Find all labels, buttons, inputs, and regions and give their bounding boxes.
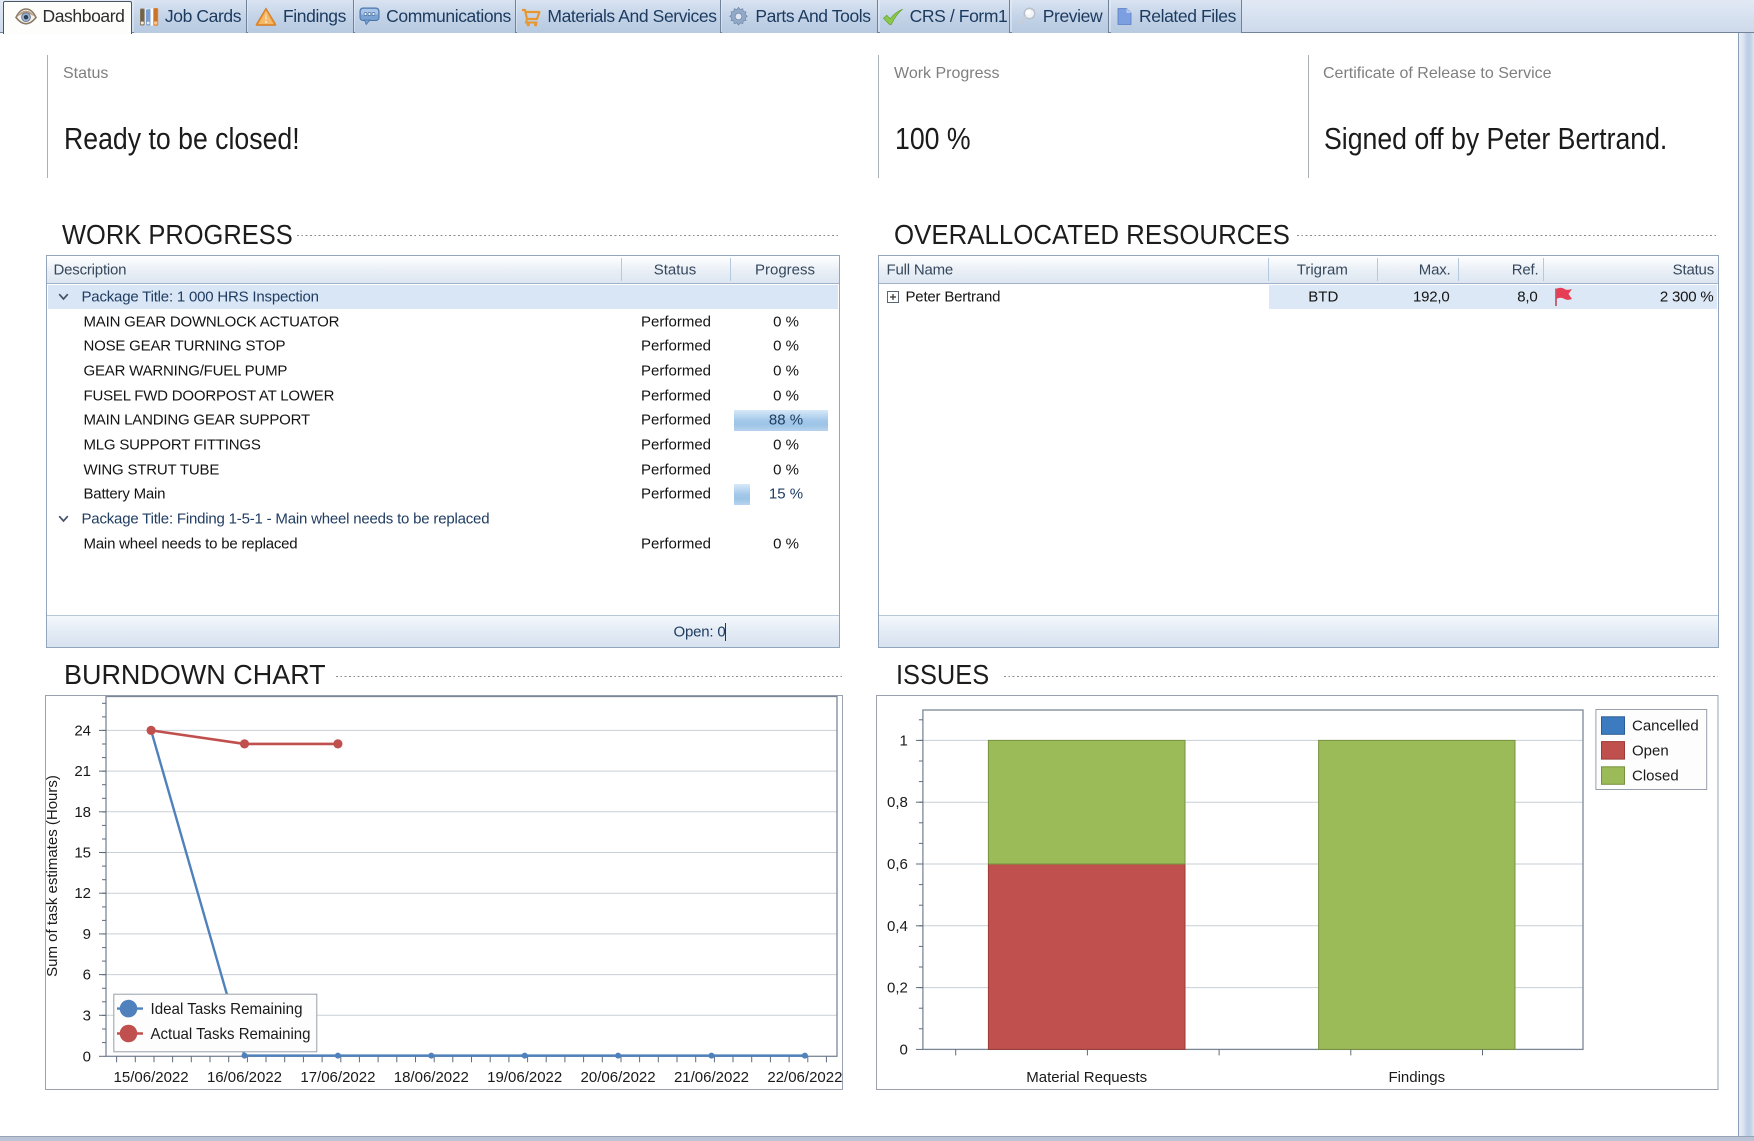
svg-text:Open: Open xyxy=(1632,743,1669,760)
svg-text:18: 18 xyxy=(74,804,91,821)
svg-text:Material Requests: Material Requests xyxy=(1026,1069,1147,1086)
svg-text:Cancelled: Cancelled xyxy=(1632,718,1699,735)
svg-text:15/06/2022: 15/06/2022 xyxy=(114,1069,189,1086)
svg-text:0: 0 xyxy=(900,1041,908,1058)
svg-text:3: 3 xyxy=(83,1007,91,1024)
svg-text:Actual Tasks Remaining: Actual Tasks Remaining xyxy=(151,1026,311,1043)
svg-text:24: 24 xyxy=(74,722,91,739)
svg-text:Closed: Closed xyxy=(1632,768,1679,785)
svg-text:Findings: Findings xyxy=(1388,1069,1445,1086)
svg-text:20/06/2022: 20/06/2022 xyxy=(581,1069,656,1086)
svg-text:21/06/2022: 21/06/2022 xyxy=(674,1069,749,1086)
svg-text:0,2: 0,2 xyxy=(887,980,908,997)
svg-text:22/06/2022: 22/06/2022 xyxy=(767,1069,842,1086)
svg-text:19/06/2022: 19/06/2022 xyxy=(487,1069,562,1086)
svg-text:Sum of task estimates (Hours): Sum of task estimates (Hours) xyxy=(45,775,61,977)
svg-text:Ideal Tasks Remaining: Ideal Tasks Remaining xyxy=(151,1001,303,1018)
svg-text:1: 1 xyxy=(900,732,908,749)
svg-text:0: 0 xyxy=(83,1048,91,1065)
svg-text:18/06/2022: 18/06/2022 xyxy=(394,1069,469,1086)
svg-text:21: 21 xyxy=(74,763,91,780)
svg-text:12: 12 xyxy=(74,885,91,902)
svg-text:0,6: 0,6 xyxy=(887,856,908,873)
svg-text:0,4: 0,4 xyxy=(887,918,908,935)
svg-text:9: 9 xyxy=(83,926,91,943)
svg-text:0,8: 0,8 xyxy=(887,794,908,811)
svg-text:17/06/2022: 17/06/2022 xyxy=(300,1069,375,1086)
svg-text:15: 15 xyxy=(74,845,91,862)
svg-text:16/06/2022: 16/06/2022 xyxy=(207,1069,282,1086)
svg-text:6: 6 xyxy=(83,967,91,984)
